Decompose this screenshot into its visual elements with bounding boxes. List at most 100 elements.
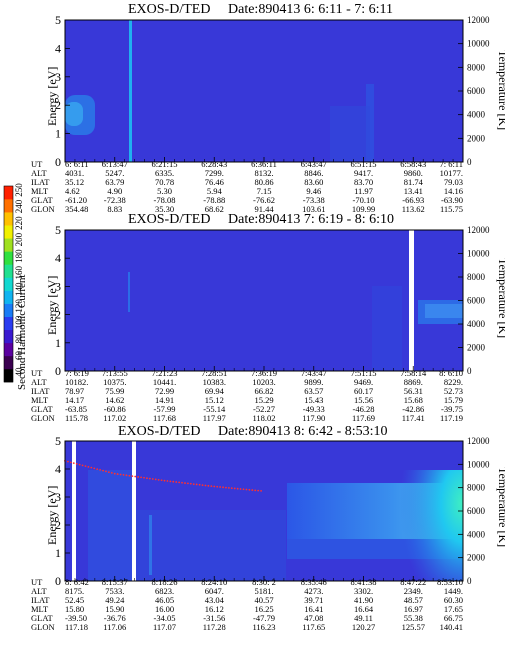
orbit-cell: 15.90 <box>105 604 124 614</box>
orbit-cell: 10375. <box>103 377 126 387</box>
orbit-cell: 7:51:15 <box>351 368 377 378</box>
colorbar-cell <box>4 342 13 357</box>
y2-tick-label: 6000 <box>467 506 486 516</box>
colorbar-cell <box>4 355 13 370</box>
panel-3: EXOS-D/TED Date:890413 8: 6:42 - 8:53:10… <box>31 424 505 632</box>
y2-tick-label: 0 <box>467 576 472 586</box>
orbit-cell: 8:15:37 <box>102 577 128 587</box>
temperature-point <box>110 472 113 474</box>
orbit-cell: -39.50 <box>65 613 87 623</box>
temperature-point <box>122 474 125 476</box>
orbit-cell: -39.75 <box>441 404 463 414</box>
temperature-point <box>96 468 99 471</box>
y-tick-label: 1 <box>55 336 61 350</box>
temperature-point <box>166 480 169 482</box>
orbit-cell: 120.27 <box>352 622 375 632</box>
temperature-point <box>163 479 166 482</box>
orbit-cell: 5.30 <box>157 186 172 196</box>
temperature-point <box>222 486 224 489</box>
temperature-point <box>93 467 96 470</box>
orbit-cell: -72.38 <box>104 195 126 205</box>
orbit-cell: 78.97 <box>65 386 84 396</box>
temperature-point <box>81 464 84 467</box>
orbit-cell: 14.16 <box>444 186 463 196</box>
orbit-cell: 10177. <box>440 168 463 178</box>
temperature-point <box>225 486 227 489</box>
panel-3-low-band <box>136 510 286 581</box>
panel-3-date: Date:890413 8: 6:42 - 8:53:10 <box>218 424 388 439</box>
temperature-point <box>151 478 154 480</box>
panel-2-plot-area <box>65 230 463 371</box>
y-tick-label: 2 <box>55 98 61 112</box>
panel-1-features <box>65 20 374 162</box>
orbit-cell: 83.70 <box>354 177 373 187</box>
orbit-cell: -63.85 <box>65 404 87 414</box>
orbit-cell: 4.62 <box>65 186 80 196</box>
y2-tick-label: 10000 <box>467 39 490 49</box>
panel-2-title: EXOS-D/TED <box>128 212 210 227</box>
y2-tick-label: 8000 <box>467 62 486 72</box>
y2-tick-label: 0 <box>467 366 472 376</box>
orbit-cell: 117.68 <box>153 413 176 423</box>
orbit-cell: 15.68 <box>404 395 423 405</box>
y-tick-label: 5 <box>55 223 61 237</box>
panel-1-plot-area <box>65 20 463 162</box>
orbit-cell: 113.62 <box>402 204 425 214</box>
panel-3-title: EXOS-D/TED <box>118 424 200 439</box>
panel-3-ylabel: Energy [eV] <box>45 486 59 545</box>
orbit-cell: 5.94 <box>207 186 223 196</box>
orbit-cell: 16.12 <box>205 604 224 614</box>
orbit-cell: 15.56 <box>354 395 373 405</box>
orbit-cell: 117.06 <box>103 622 126 632</box>
temperature-point <box>213 485 216 488</box>
y2-tick-label: 8000 <box>467 483 486 493</box>
temperature-point <box>78 463 81 466</box>
temperature-point <box>207 484 210 487</box>
temperature-point <box>245 488 248 491</box>
orbit-cell: 115.78 <box>65 413 88 423</box>
panel-2: EXOS-D/TED Date:890413 7: 6:19 - 8: 6:10… <box>31 212 505 423</box>
colorbar-cell <box>4 264 13 278</box>
orbit-cell: 8:41:38 <box>351 577 377 587</box>
temperature-point <box>107 471 110 474</box>
temperature-point <box>146 477 148 480</box>
orbit-cell: 7:13:55 <box>102 368 128 378</box>
orbit-cell: -73.38 <box>303 195 325 205</box>
orbit-cell: 6: 6:11 <box>65 159 89 169</box>
colorbar-frame <box>3 185 14 383</box>
colorbar-cell <box>4 303 13 317</box>
temperature-point <box>67 460 69 463</box>
orbit-cell: 6047. <box>205 586 224 596</box>
orbit-cell: 10441. <box>153 377 176 387</box>
temperature-point <box>201 484 204 487</box>
orbit-cell: 35.30 <box>155 204 174 214</box>
colorbar-tick-label: 220 <box>14 216 24 230</box>
temperature-point <box>233 487 236 490</box>
orbit-cell: -49.33 <box>303 404 325 414</box>
orbit-cell: 117.90 <box>302 413 325 423</box>
orbit-cell: 7: 6:11 <box>439 159 463 169</box>
orbit-cell: 15.79 <box>444 395 463 405</box>
orbit-cell: 8:35:46 <box>301 577 327 587</box>
orbit-cell: 11.97 <box>354 186 373 196</box>
colorbar-cell <box>4 277 13 291</box>
orbit-cell: 9860. <box>404 168 423 178</box>
orbit-cell: 117.07 <box>153 622 176 632</box>
orbit-cell: -46.28 <box>353 404 375 414</box>
orbit-cell: 6:58:43 <box>400 159 426 169</box>
orbit-cell: -70.10 <box>353 195 375 205</box>
orbit-cell: 125.57 <box>402 622 425 632</box>
orbit-cell: 80.86 <box>254 177 273 187</box>
orbit-cell: 14.17 <box>65 395 84 405</box>
colorbar-cell <box>4 238 13 252</box>
orbit-cell: 2349. <box>404 586 423 596</box>
temperature-point <box>204 484 207 487</box>
orbit-cell: 8:30: 2 <box>252 577 276 587</box>
y-tick-label: 5 <box>55 13 61 27</box>
orbit-cell: 8: 6:10 <box>439 368 463 378</box>
temperature-point <box>116 473 119 475</box>
temperature-point <box>90 466 93 469</box>
orbit-cell: 10203. <box>252 377 275 387</box>
